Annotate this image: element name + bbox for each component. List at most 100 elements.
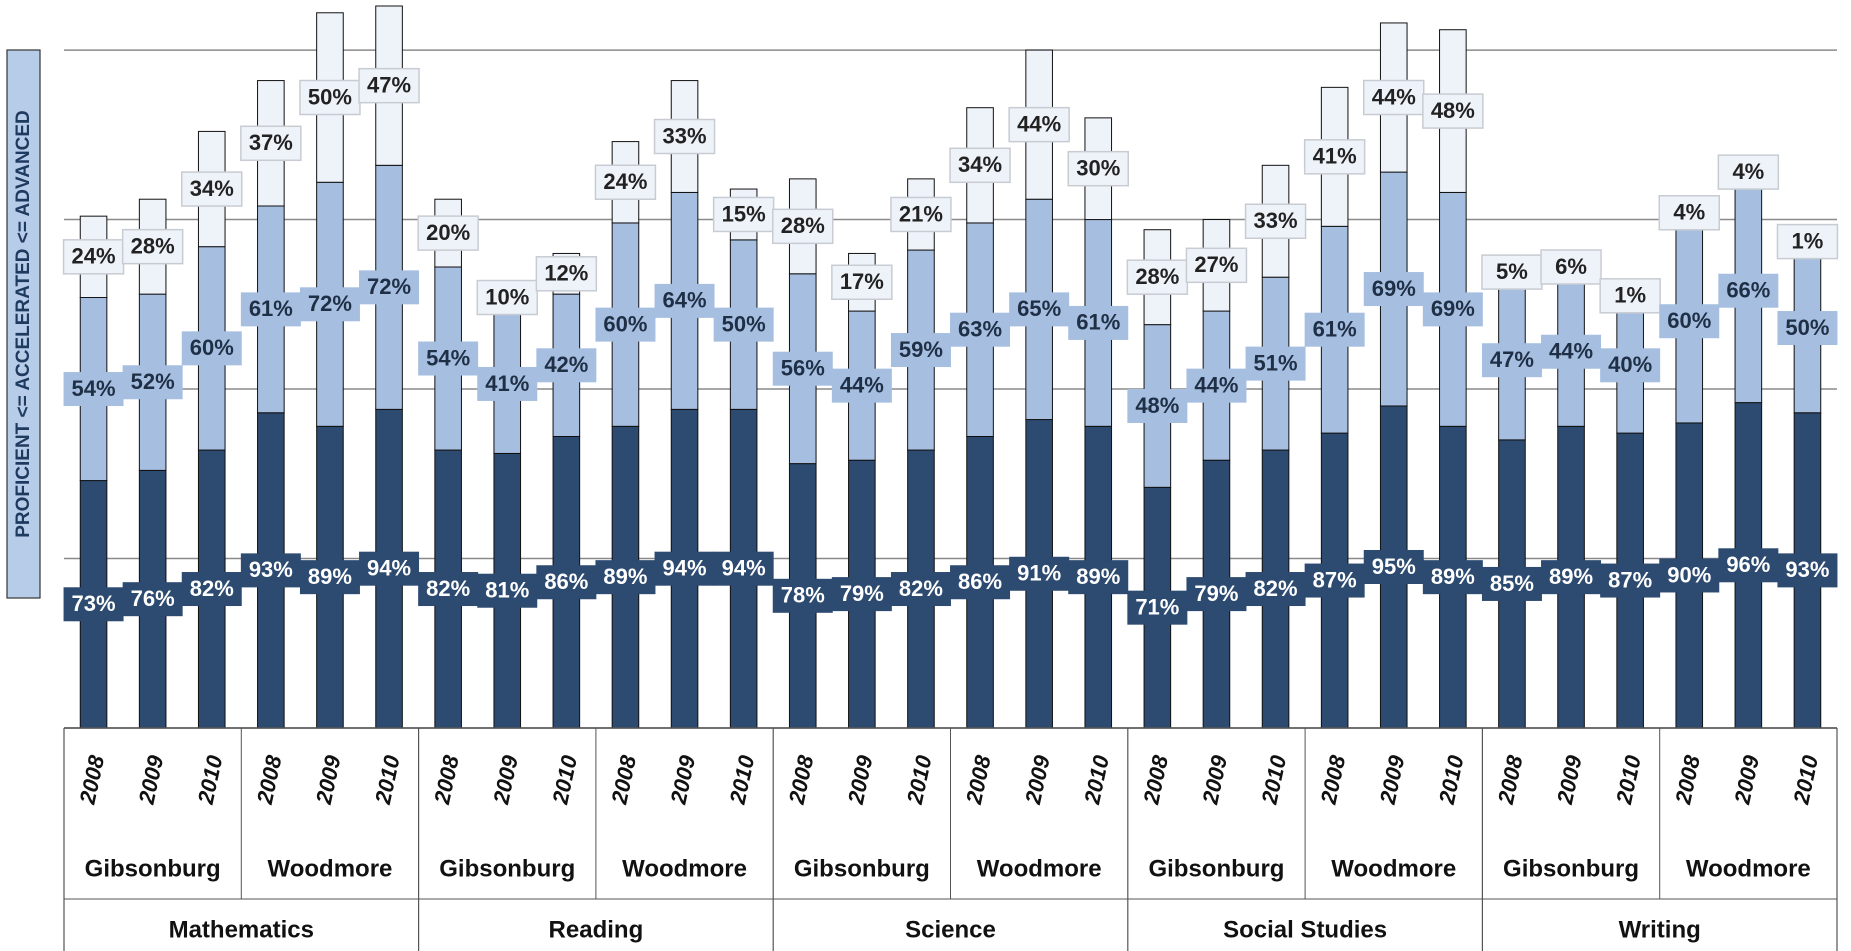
- value-label-box: [1659, 304, 1720, 339]
- x-tick-label: 2010: [1256, 752, 1291, 807]
- value-label-box: [1541, 334, 1602, 369]
- value-label: 56%: [781, 356, 825, 381]
- value-label-box: [890, 333, 951, 368]
- value-label: 89%: [1549, 564, 1593, 589]
- value-label: 21%: [899, 201, 943, 226]
- value-label-box: [1481, 343, 1542, 378]
- value-label: 61%: [249, 296, 293, 321]
- value-label: 64%: [663, 288, 707, 313]
- value-label-box: [1600, 563, 1661, 598]
- value-label: 48%: [1135, 393, 1179, 418]
- value-label-box: [1186, 368, 1247, 403]
- value-label: 94%: [722, 555, 766, 580]
- value-label: 94%: [367, 555, 411, 580]
- value-label: 91%: [1017, 561, 1061, 586]
- x-tick-label: 2008: [961, 752, 996, 807]
- x-tick-label: 2010: [1788, 752, 1823, 807]
- value-label-box: [653, 118, 716, 155]
- value-label-box: [654, 551, 715, 586]
- value-label: 28%: [131, 233, 175, 258]
- value-label: 82%: [190, 576, 234, 601]
- value-label-box: [1244, 203, 1307, 239]
- x-tick-label: 2009: [1375, 752, 1410, 807]
- value-label-box: [181, 572, 242, 607]
- x-tick-label: 2009: [1729, 752, 1764, 807]
- value-label: 41%: [485, 371, 529, 396]
- value-label-box: [1186, 577, 1247, 612]
- value-label-box: [831, 264, 893, 301]
- x-tick-label: 2009: [1552, 752, 1587, 807]
- value-label-box: [359, 270, 420, 305]
- value-label-box: [595, 560, 656, 595]
- value-label: 78%: [781, 583, 825, 608]
- value-label: 40%: [1608, 352, 1652, 377]
- value-label-box: [1659, 558, 1720, 593]
- value-label: 81%: [485, 578, 529, 603]
- value-label: 1%: [1614, 283, 1646, 308]
- value-label-box: [1776, 223, 1839, 260]
- value-label-box: [299, 560, 360, 595]
- value-label: 24%: [603, 169, 647, 194]
- value-label: 60%: [1667, 308, 1711, 333]
- value-label-box: [772, 351, 833, 386]
- value-label: 95%: [1372, 554, 1416, 579]
- x-tick-label: 2010: [193, 752, 228, 807]
- value-label-box: [713, 307, 774, 342]
- value-label: 33%: [663, 123, 707, 148]
- subject-label: Writing: [1619, 916, 1701, 943]
- value-label: 28%: [1135, 264, 1179, 289]
- subject-label: Science: [905, 916, 996, 943]
- value-label: 85%: [1490, 571, 1534, 596]
- value-label-box: [1481, 566, 1542, 601]
- value-label: 71%: [1135, 594, 1179, 619]
- value-label: 4%: [1673, 200, 1705, 225]
- value-label-box: [890, 572, 951, 607]
- value-label: 1%: [1792, 228, 1824, 253]
- x-tick-label: 2008: [1138, 752, 1173, 807]
- value-label: 61%: [1313, 317, 1357, 342]
- value-label-box: [62, 239, 125, 275]
- x-tick-label: 2009: [665, 752, 700, 807]
- value-label-box: [1185, 247, 1248, 284]
- x-tick-label: 2008: [784, 752, 819, 807]
- x-tick-label: 2010: [724, 752, 759, 807]
- value-label-box: [1127, 590, 1188, 625]
- value-label-box: [950, 312, 1011, 347]
- school-label: Woodmore: [1686, 855, 1811, 882]
- subject-label: Reading: [549, 916, 644, 943]
- value-label-box: [712, 196, 775, 233]
- value-label: 54%: [72, 376, 116, 401]
- value-label: 6%: [1555, 254, 1587, 279]
- value-label: 17%: [840, 269, 884, 294]
- school-label: Gibsonburg: [1148, 855, 1284, 882]
- value-label: 47%: [367, 72, 411, 97]
- value-label: 50%: [722, 311, 766, 336]
- value-label-box: [1304, 312, 1365, 347]
- value-label-box: [1599, 278, 1661, 314]
- value-label: 24%: [72, 244, 116, 269]
- x-tick-label: 2009: [133, 752, 168, 807]
- value-label: 27%: [1194, 252, 1238, 277]
- value-label: 52%: [131, 369, 175, 394]
- value-label: 15%: [722, 201, 766, 226]
- value-label-box: [1304, 563, 1365, 598]
- value-label: 42%: [544, 352, 588, 377]
- value-label-box: [181, 171, 243, 207]
- x-tick-label: 2008: [74, 752, 109, 807]
- value-label-box: [1717, 154, 1780, 190]
- value-label: 89%: [1076, 564, 1120, 589]
- value-label-box: [181, 331, 242, 366]
- value-label: 20%: [426, 220, 470, 245]
- value-label: 37%: [249, 130, 293, 155]
- value-label-box: [654, 283, 715, 318]
- value-label: 34%: [958, 152, 1002, 177]
- value-label-box: [1422, 93, 1484, 129]
- value-label-box: [1303, 139, 1366, 175]
- value-label: 66%: [1726, 278, 1770, 303]
- value-label-box: [1658, 195, 1720, 231]
- value-label-box: [121, 228, 184, 265]
- y-axis-label: PROFICIENT <= ACCELERATED <= ADVANCED: [13, 110, 34, 538]
- subject-label: Mathematics: [169, 916, 314, 943]
- value-label-box: [1540, 249, 1602, 285]
